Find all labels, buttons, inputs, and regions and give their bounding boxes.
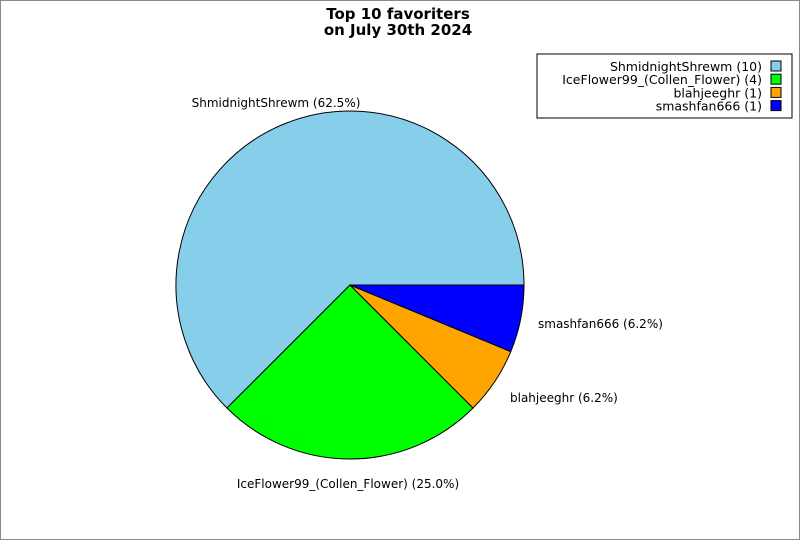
legend-label-iceflower99-collen-flower-: IceFlower99_(Collen_Flower) (4) [562,72,762,87]
legend-swatch-iceflower99-collen-flower- [770,73,782,85]
legend-swatch-smashfan666 [770,100,782,112]
legend-swatch-blahjeeghr [770,86,782,98]
slice-label-shmidnightshrewm: ShmidnightShrewm (62.5%) [192,96,361,110]
legend: ShmidnightShrewm (10)IceFlower99_(Collen… [536,53,793,119]
pie-slice-smashfan666 [349,284,525,353]
legend-label-smashfan666: smashfan666 (1) [656,99,762,114]
pie-slice-labels: ShmidnightShrewm (62.5%) IceFlower99_(Col… [192,96,663,491]
pie-slice-iceflower99-collen-flower- [226,284,474,460]
slice-label-iceflower99-collen-flower-: IceFlower99_(Collen_Flower) (25.0%) [237,477,459,491]
slice-label-blahjeeghr: blahjeeghr (6.2%) [510,391,618,405]
legend-box [536,53,793,119]
chart-title-line-2: on July 30th 2024 [324,21,472,39]
pie-slices [175,110,525,460]
legend-label-blahjeeghr: blahjeeghr (1) [673,85,762,100]
pie-slice-shmidnightshrewm [175,110,525,409]
legend-label-shmidnightshrewm: ShmidnightShrewm (10) [610,59,762,74]
legend-swatch-shmidnightshrewm [770,60,782,72]
chart-title-line-1: Top 10 favoriters [326,5,470,23]
slice-label-smashfan666: smashfan666 (6.2%) [538,317,663,331]
